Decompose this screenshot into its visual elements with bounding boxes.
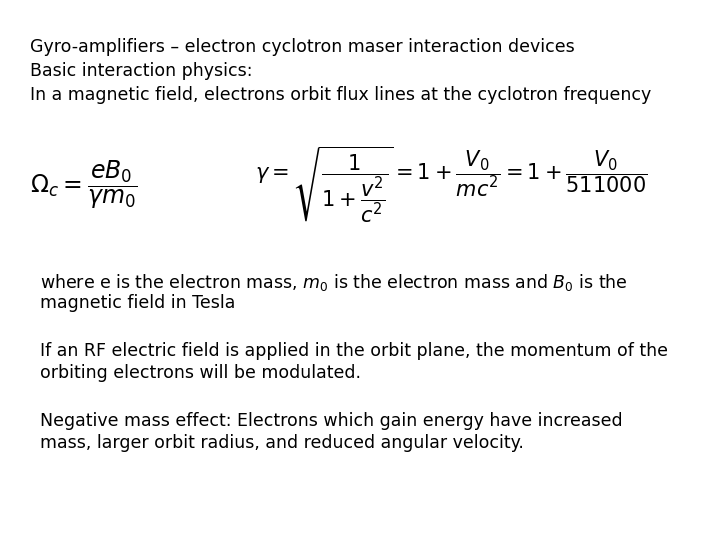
Text: In a magnetic field, electrons orbit flux lines at the cyclotron frequency: In a magnetic field, electrons orbit flu… (30, 86, 652, 104)
Text: $\Omega_c = \dfrac{eB_0}{\gamma m_0}$: $\Omega_c = \dfrac{eB_0}{\gamma m_0}$ (30, 159, 138, 211)
Text: Negative mass effect: Electrons which gain energy have increased: Negative mass effect: Electrons which ga… (40, 412, 623, 430)
Text: If an RF electric field is applied in the orbit plane, the momentum of the: If an RF electric field is applied in th… (40, 342, 668, 360)
Text: magnetic field in Tesla: magnetic field in Tesla (40, 294, 235, 312)
Text: Gyro-amplifiers – electron cyclotron maser interaction devices: Gyro-amplifiers – electron cyclotron mas… (30, 38, 575, 56)
Text: Basic interaction physics:: Basic interaction physics: (30, 62, 253, 80)
Text: where e is the electron mass, $m_0$ is the electron mass and $B_0$ is the: where e is the electron mass, $m_0$ is t… (40, 272, 628, 293)
Text: orbiting electrons will be modulated.: orbiting electrons will be modulated. (40, 364, 361, 382)
Text: $\gamma = \sqrt{\dfrac{1}{1+\dfrac{v^2}{c^2}}} = 1+\dfrac{V_0}{mc^2} = 1+\dfrac{: $\gamma = \sqrt{\dfrac{1}{1+\dfrac{v^2}{… (255, 145, 647, 225)
Text: mass, larger orbit radius, and reduced angular velocity.: mass, larger orbit radius, and reduced a… (40, 434, 524, 452)
